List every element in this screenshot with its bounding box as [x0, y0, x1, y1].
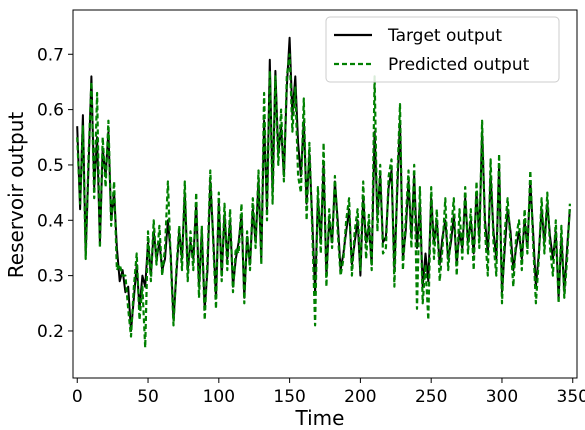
y-tick-label: 0.7 [37, 45, 64, 65]
x-tick-label: 350 [557, 387, 585, 407]
y-tick-label: 0.2 [37, 322, 64, 342]
x-tick-label: 50 [137, 387, 159, 407]
y-tick-label: 0.5 [37, 156, 64, 176]
x-tick-label: 150 [273, 387, 305, 407]
plot-frame [72, 9, 578, 379]
legend: Target output Predicted output [325, 16, 560, 83]
x-tick-label: 300 [486, 387, 518, 407]
series-layer [76, 36, 571, 349]
x-axis-label: Time [295, 406, 345, 430]
series-line-predicted-output [76, 53, 571, 349]
y-tick-label: 0.3 [37, 267, 64, 287]
x-tick-label: 0 [72, 387, 83, 407]
legend-box [325, 16, 560, 83]
legend-label: Target output [387, 26, 502, 46]
x-tick-label: 100 [203, 387, 235, 407]
x-tick-label: 250 [415, 387, 447, 407]
legend-label: Predicted output [388, 55, 530, 75]
y-tick-label: 0.6 [37, 101, 64, 121]
y-axis-label: Reservoir output [4, 112, 28, 279]
y-tick-label: 0.4 [37, 211, 64, 231]
x-tick-label: 200 [344, 387, 376, 407]
axes-layer: 0 50 100 150 200 250 300 350 0.2 0.3 0.4 0.5 0.6 0.7 [37, 9, 585, 407]
